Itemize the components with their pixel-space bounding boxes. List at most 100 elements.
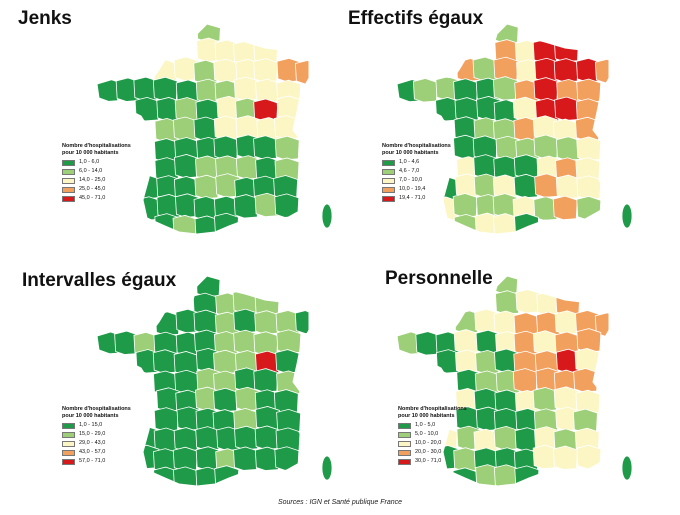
departement: [213, 349, 238, 375]
france-map: [96, 23, 333, 235]
departement: [492, 76, 518, 101]
legend-label: 14,0 - 25,0: [79, 177, 106, 184]
departement: [254, 310, 280, 335]
map-legend: Nombre d'hospitalisations pour 10 000 ha…: [382, 143, 462, 203]
legend-item: 43,0 - 57,0: [62, 448, 142, 457]
legend-item: 10,0 - 20,0: [398, 439, 478, 448]
legend-item: 6,0 - 14,0: [62, 167, 142, 176]
legend-item: 57,0 - 71,0: [62, 457, 142, 466]
legend-swatch: [398, 458, 411, 465]
legend-label: 43,0 - 57,0: [79, 449, 106, 456]
departement: [213, 58, 239, 83]
departement: [452, 467, 478, 486]
legend-label: 20,0 - 30,0: [415, 449, 442, 456]
departement: [552, 195, 578, 221]
legend-swatch: [62, 440, 75, 447]
departement: [532, 330, 558, 355]
legend-label: 30,0 - 71,0: [415, 458, 442, 465]
departement: [174, 154, 199, 179]
departement: [254, 446, 280, 471]
france-outline: [396, 275, 610, 487]
departement: [553, 58, 579, 83]
legend-swatch: [62, 431, 75, 438]
departement: [534, 57, 560, 83]
departement: [152, 76, 178, 102]
legend-swatch: [398, 449, 411, 456]
departement: [274, 135, 300, 161]
legend-swatch: [62, 177, 75, 184]
departement: [294, 309, 309, 334]
departement: [576, 444, 602, 470]
legend-label: 1,0 - 6,0: [79, 159, 100, 166]
map-title: Intervalles égaux: [22, 270, 177, 291]
departement: [276, 95, 302, 120]
legend-label: 6,0 - 14,0: [79, 168, 103, 175]
legend-label: 5,0 - 10,0: [415, 431, 439, 438]
departement: [553, 386, 579, 411]
departement: [214, 212, 239, 234]
departement: [412, 78, 438, 103]
legend-item: 1,0 - 4,6: [382, 158, 462, 167]
source-note: Sources : IGN et Santé publique France: [277, 499, 403, 506]
legend-swatch: [62, 449, 75, 456]
legend-label: 29,0 - 43,0: [79, 440, 106, 447]
legend-item: 1,0 - 15,0: [62, 421, 142, 430]
departement: [594, 58, 609, 84]
legend-item: 15,0 - 29,0: [62, 430, 142, 439]
departement: [553, 37, 579, 63]
departement: [493, 425, 519, 451]
legend-label: 10,0 - 20,0: [415, 440, 442, 447]
corsica: [321, 455, 333, 481]
legend-label: 4,6 - 7,0: [399, 168, 420, 175]
france-map: [396, 275, 633, 487]
departement: [493, 276, 519, 295]
legend-swatch: [398, 422, 411, 429]
legend-item: 7,0 - 10,0: [382, 176, 462, 185]
legend-item: 20,0 - 30,0: [398, 448, 478, 457]
legend-swatch: [382, 168, 395, 175]
map-legend: Nombre d'hospitalisations pour 10 000 ha…: [62, 406, 142, 466]
legend-swatch: [382, 195, 395, 202]
legend-item: 5,0 - 10,0: [398, 430, 478, 439]
departement: [275, 427, 301, 452]
departement-layer: [397, 24, 609, 234]
legend-label: 57,0 - 71,0: [79, 458, 106, 465]
departement: [274, 446, 300, 471]
corsica: [621, 203, 633, 229]
departement-layer: [97, 24, 309, 234]
corsica: [321, 203, 333, 229]
legend-swatch: [382, 177, 395, 184]
departement: [533, 77, 559, 102]
legend-item: 45,0 - 71,0: [62, 194, 142, 203]
departement: [575, 116, 600, 142]
france-map: [96, 275, 333, 487]
panel-effectifs-egaux: Effectifs égaux Nombre d'hospitalisation…: [340, 0, 680, 250]
france-outline: [96, 275, 310, 487]
legend-swatch: [62, 458, 75, 465]
legend-swatch: [398, 431, 411, 438]
departement: [533, 134, 559, 159]
legend-swatch: [62, 422, 75, 429]
departement: [574, 347, 600, 373]
france-map: [396, 23, 633, 235]
departement: [233, 446, 258, 471]
departement: [234, 425, 259, 451]
legend-label: 1,0 - 5,0: [415, 422, 436, 429]
departement: [514, 213, 539, 234]
legend-swatch: [398, 440, 411, 447]
departement: [153, 407, 179, 432]
legend-item: 19,4 - 71,0: [382, 194, 462, 203]
map-title: Jenks: [18, 8, 72, 29]
departement: [254, 192, 280, 218]
departement: [134, 96, 160, 122]
france-outline: [96, 23, 310, 235]
departement: [233, 76, 259, 101]
departement: [576, 175, 602, 200]
departement: [576, 328, 602, 353]
panel-personnelle: Personnelle Nombre d'hospitalisations po…: [340, 258, 680, 508]
departement: [172, 214, 198, 234]
departement: [213, 387, 238, 413]
departement: [453, 329, 479, 354]
map-legend: Nombre d'hospitalisations pour 10 000 ha…: [398, 406, 478, 466]
legend-swatch: [62, 186, 75, 193]
